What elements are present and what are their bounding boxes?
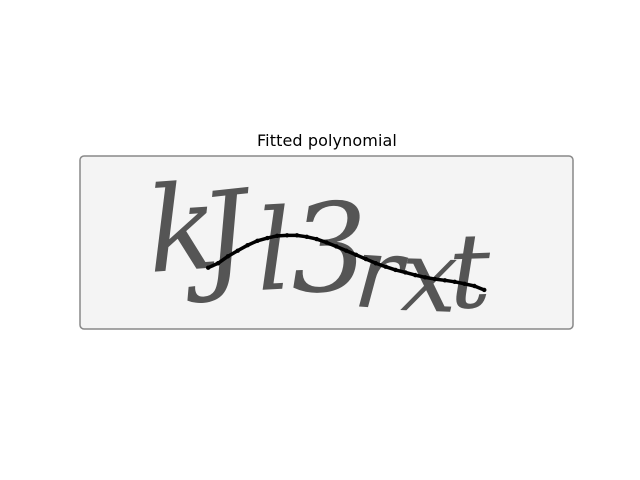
series-point (314, 236, 319, 242)
series-point (403, 270, 408, 275)
series-point (344, 248, 349, 253)
series-point (482, 287, 487, 293)
series-point (225, 254, 231, 259)
series-point (442, 278, 448, 283)
series-point (422, 275, 428, 280)
series-point (462, 281, 467, 286)
series-point (275, 233, 280, 239)
series-point (304, 234, 309, 240)
series-point (284, 233, 290, 238)
series-point (472, 283, 477, 289)
series-point (413, 272, 418, 278)
series-point (393, 267, 398, 273)
series-point (245, 243, 250, 248)
series-point (383, 264, 388, 269)
series-layer (205, 233, 487, 293)
captcha-glyph-k: k (142, 157, 223, 300)
captcha-glyphs: k J l 3 r x t (142, 157, 493, 336)
captcha-glyph-3: 3 (288, 176, 371, 321)
series-point (353, 252, 359, 258)
series-point (265, 235, 270, 241)
series-point (255, 238, 260, 243)
captcha-glyph-l: l (253, 185, 296, 317)
series-point (373, 261, 378, 266)
series-point (235, 248, 240, 253)
series-point (205, 265, 211, 270)
series-point (324, 240, 329, 245)
series-point (363, 256, 369, 262)
series-point (294, 233, 300, 238)
chart-title: Fitted polynomial (257, 131, 397, 150)
series-point (452, 279, 457, 284)
captcha-glyph-t: t (447, 210, 493, 333)
series-point (432, 276, 438, 282)
series-point (334, 244, 339, 249)
series-point (215, 261, 221, 266)
